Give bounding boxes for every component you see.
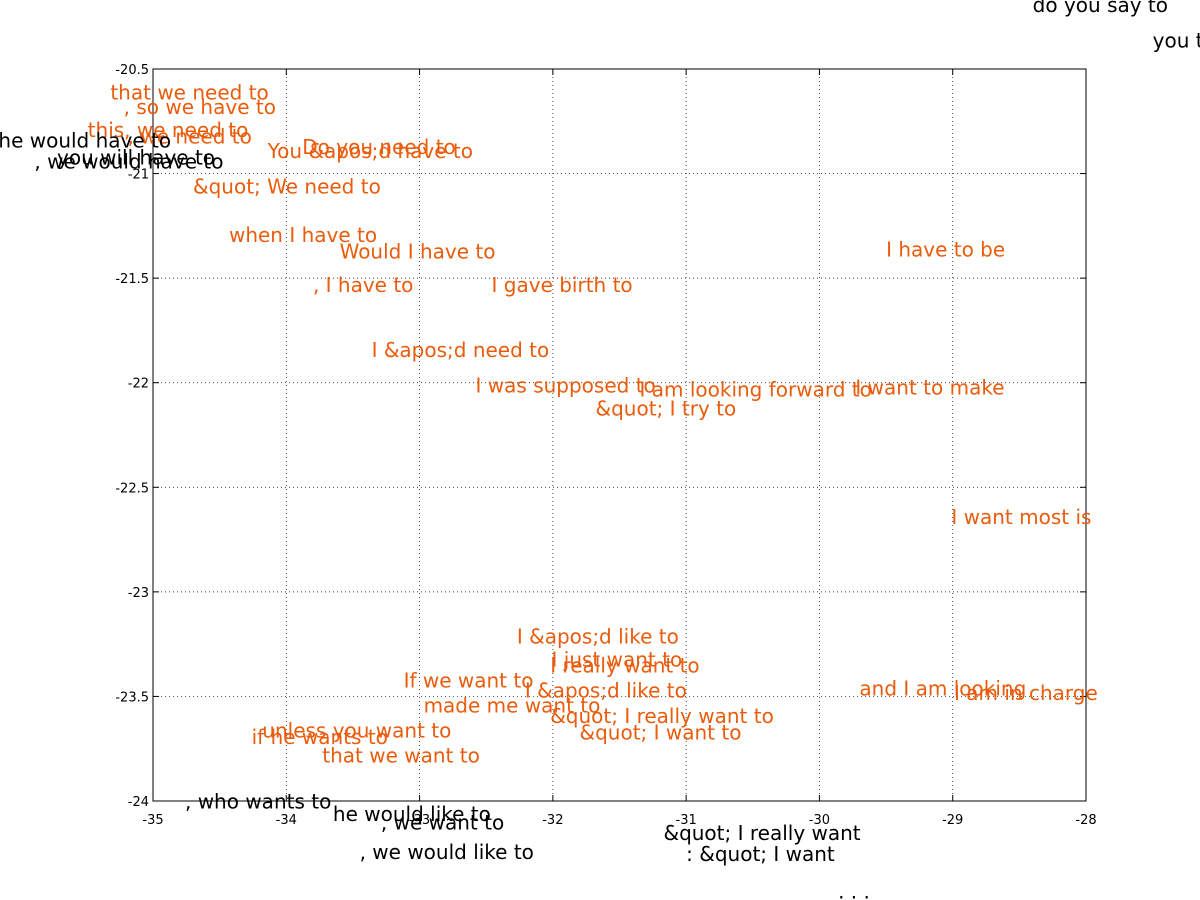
point-label: &quot; I try to: [596, 396, 737, 420]
point-label: I &apos;d like to: [525, 679, 687, 703]
point-label: I am looking forward to: [639, 378, 871, 402]
point-label: , we would have to: [34, 150, 223, 174]
point-label: I have to be: [886, 237, 1005, 261]
point-label: unless you want to: [262, 718, 451, 742]
point-label: , I have to: [313, 273, 413, 297]
point-label: I was supposed to: [476, 373, 656, 397]
point-label: that we need to: [110, 81, 268, 105]
point-label: I want most is: [951, 505, 1091, 529]
point-label: , so we have to: [124, 95, 276, 119]
y-tick-label: -21: [128, 168, 149, 183]
point-label: and I am looking: [859, 677, 1026, 701]
point-label: &quot; I really want: [663, 821, 860, 845]
point-label: &quot; I really want to: [550, 704, 774, 728]
point-label: that we want to: [322, 744, 480, 768]
x-tick-label: -35: [142, 813, 163, 828]
y-tick-label: -22.5: [115, 481, 149, 496]
point-label: if he wants to: [252, 725, 388, 749]
y-tick-label: -22: [128, 377, 149, 392]
y-tick-label: -21.5: [115, 272, 149, 287]
point-label: You &apos;d have to: [267, 139, 473, 163]
x-tick-label: -33: [409, 813, 430, 828]
point-label: , we would like to: [360, 840, 534, 864]
point-label: Would I have to: [340, 240, 496, 264]
point-label: I &apos;d need to: [372, 338, 550, 362]
point-label: , we need to: [128, 125, 252, 149]
x-tick-label: -29: [942, 813, 963, 828]
point-label: you will have to: [57, 145, 215, 169]
x-tick-label: -34: [276, 813, 297, 828]
x-tick-label: -28: [1075, 813, 1096, 828]
point-label: you t: [1153, 28, 1200, 52]
point-label: , who wants to: [185, 790, 331, 814]
point-label: he would have to: [0, 129, 171, 153]
point-label: : &quot; I want: [686, 842, 835, 866]
point-label: Do you need to: [302, 135, 456, 159]
x-tick-label: -30: [809, 813, 830, 828]
x-tick-label: -32: [542, 813, 563, 828]
point-label: he would like to: [333, 802, 491, 826]
plot-area: [153, 69, 1086, 801]
point-label: when I have to: [229, 223, 377, 247]
point-label: made me want to: [424, 693, 601, 717]
point-label: &quot; I want to: [580, 721, 742, 745]
point-label: I really want to: [550, 654, 699, 678]
point-label: . . .: [838, 880, 870, 900]
y-tick-label: -20.5: [115, 63, 149, 78]
point-label: I am in charge: [954, 681, 1098, 705]
point-label: If we want to: [404, 668, 534, 692]
axes-box: [152, 68, 1087, 802]
y-tick-label: -23: [128, 586, 149, 601]
point-label: I just want to: [552, 647, 683, 671]
point-label: this, we need to: [88, 118, 249, 142]
y-tick-label: -23.5: [115, 690, 149, 705]
point-label: , we want to: [381, 811, 504, 835]
x-tick-label: -31: [676, 813, 697, 828]
point-label: I &apos;d like to: [517, 624, 679, 648]
point-label: I want to make: [855, 375, 1004, 399]
point-label: do you say to: [1033, 0, 1168, 17]
point-label: &quot; We need to: [193, 175, 381, 199]
y-tick-label: -24: [128, 795, 149, 810]
point-label: I gave birth to: [492, 273, 633, 297]
